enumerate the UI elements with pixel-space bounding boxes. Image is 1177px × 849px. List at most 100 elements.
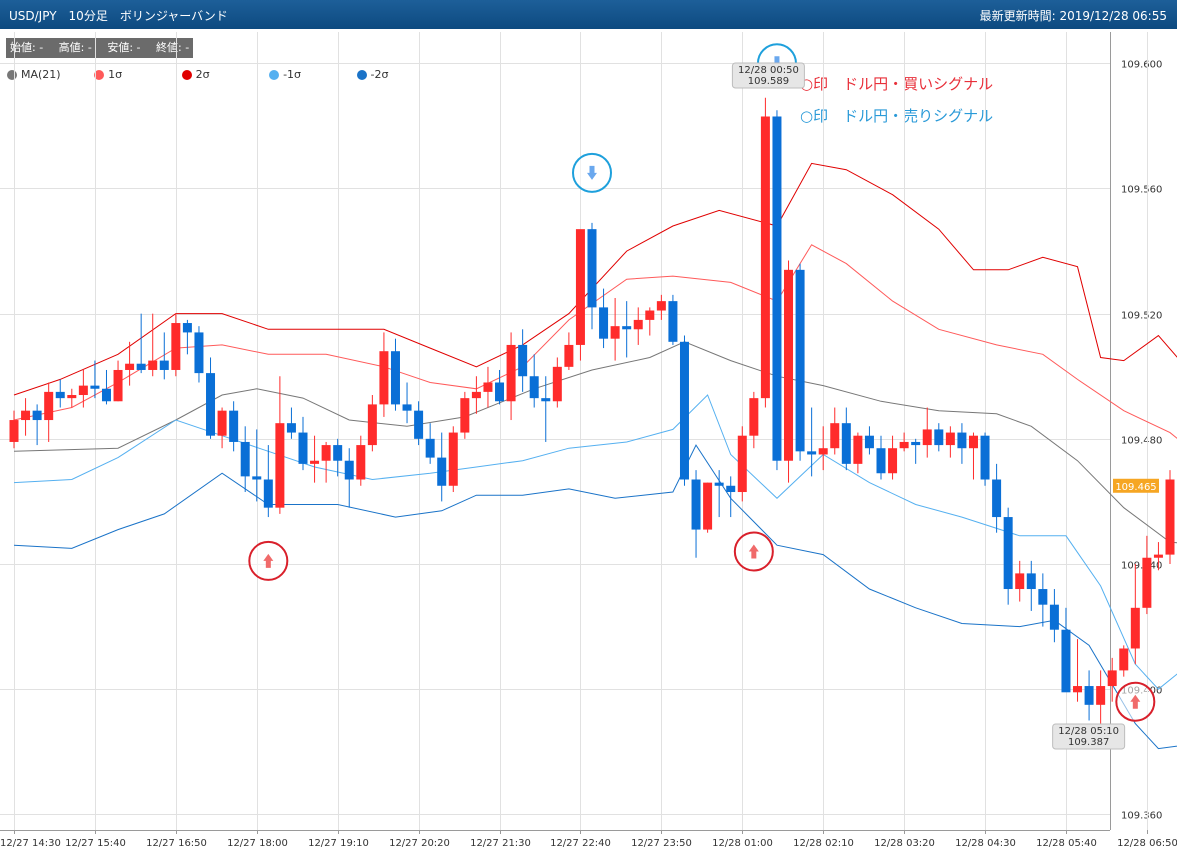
candle-body[interactable] (460, 398, 470, 433)
candle-body[interactable] (899, 441, 909, 449)
candle-body[interactable] (321, 445, 331, 461)
candle-body[interactable] (541, 398, 551, 402)
candle-body[interactable] (980, 435, 990, 480)
candle-body[interactable] (1130, 607, 1140, 649)
candle-body[interactable] (1038, 589, 1048, 605)
candle-body[interactable] (830, 423, 840, 449)
candle-body[interactable] (1049, 604, 1059, 630)
candle-body[interactable] (633, 319, 643, 330)
candle-body[interactable] (229, 410, 239, 442)
candle-body[interactable] (1119, 648, 1129, 671)
candle-body[interactable] (841, 423, 851, 464)
candle-body[interactable] (333, 445, 343, 461)
candle-body[interactable] (656, 301, 666, 311)
candle-body[interactable] (587, 229, 597, 308)
candle-body[interactable] (90, 385, 100, 389)
candle-body[interactable] (125, 363, 135, 370)
candle-body[interactable] (1061, 629, 1071, 693)
candle-body[interactable] (55, 391, 65, 399)
candle-body[interactable] (518, 344, 528, 377)
candle-body[interactable] (286, 423, 296, 433)
candle-body[interactable] (194, 332, 204, 374)
candle-body[interactable] (1026, 573, 1036, 590)
candle-body[interactable] (714, 482, 724, 486)
candle-body[interactable] (136, 363, 146, 370)
candle-body[interactable] (552, 366, 562, 402)
candle-body[interactable] (668, 301, 678, 342)
candle-body[interactable] (44, 391, 54, 421)
legend-item-ma21[interactable]: MA(21) (7, 68, 61, 81)
candle-body[interactable] (1153, 554, 1163, 558)
candle-body[interactable] (679, 341, 689, 480)
legend-item-minus-2sigma[interactable]: -2σ (356, 68, 388, 81)
candle-body[interactable] (992, 479, 1002, 518)
candle-body[interactable] (32, 410, 42, 421)
candle-body[interactable] (310, 460, 320, 464)
candle-body[interactable] (275, 423, 285, 508)
candle-body[interactable] (1084, 686, 1094, 705)
candle-body[interactable] (911, 441, 921, 446)
candle-body[interactable] (622, 326, 632, 330)
candle-body[interactable] (506, 344, 516, 402)
candle-body[interactable] (968, 435, 978, 449)
candle-body[interactable] (356, 445, 366, 480)
candle-body[interactable] (217, 410, 227, 436)
candle-body[interactable] (1073, 686, 1083, 693)
candle-body[interactable] (957, 432, 967, 449)
candle-body[interactable] (471, 391, 481, 399)
candle-body[interactable] (760, 116, 770, 399)
candle-body[interactable] (807, 451, 817, 455)
candle-body[interactable] (864, 435, 874, 449)
candle-body[interactable] (148, 360, 158, 370)
candle-body[interactable] (703, 482, 713, 530)
candle-body[interactable] (263, 479, 273, 508)
candle-body[interactable] (344, 460, 354, 480)
candle-body[interactable] (101, 388, 111, 402)
candle-body[interactable] (206, 373, 216, 436)
candle-body[interactable] (379, 351, 389, 405)
candle-body[interactable] (67, 395, 77, 399)
candle-body[interactable] (1165, 479, 1175, 555)
candle-body[interactable] (252, 476, 262, 480)
candle-body[interactable] (1096, 686, 1106, 705)
candle-body[interactable] (784, 269, 794, 461)
candle-body[interactable] (853, 435, 863, 464)
candle-body[interactable] (448, 432, 458, 486)
candle-body[interactable] (691, 479, 701, 530)
candle-body[interactable] (529, 376, 539, 399)
candle-body[interactable] (575, 229, 585, 345)
candle-body[interactable] (171, 323, 181, 370)
candle-body[interactable] (795, 269, 805, 452)
candle-body[interactable] (483, 382, 493, 392)
candle-body[interactable] (9, 420, 19, 442)
candle-body[interactable] (414, 410, 424, 439)
candle-body[interactable] (240, 441, 250, 477)
candle-body[interactable] (113, 369, 123, 402)
candle-body[interactable] (737, 435, 747, 493)
candle-body[interactable] (945, 432, 955, 446)
candle-body[interactable] (726, 485, 736, 493)
candle-body[interactable] (1142, 557, 1152, 608)
candle-body[interactable] (402, 404, 412, 411)
candle-body[interactable] (437, 457, 447, 486)
legend-item-1sigma[interactable]: 1σ (94, 68, 122, 81)
candle-body[interactable] (1003, 517, 1013, 590)
candle-body[interactable] (298, 432, 308, 464)
candle-body[interactable] (922, 429, 932, 446)
candle-body[interactable] (818, 448, 828, 455)
candle-body[interactable] (610, 326, 620, 339)
candle-body[interactable] (390, 351, 400, 405)
candle-body[interactable] (645, 310, 655, 320)
candle-body[interactable] (21, 410, 31, 421)
candle-body[interactable] (159, 360, 169, 370)
candle-body[interactable] (888, 448, 898, 474)
candle-body[interactable] (1107, 670, 1117, 687)
candle-body[interactable] (599, 307, 609, 339)
candle-body[interactable] (182, 323, 192, 333)
candle-body[interactable] (367, 404, 377, 446)
candle-body[interactable] (749, 398, 759, 436)
candle-body[interactable] (934, 429, 944, 446)
candle-body[interactable] (495, 382, 505, 402)
legend-item-minus-1sigma[interactable]: -1σ (269, 68, 301, 81)
